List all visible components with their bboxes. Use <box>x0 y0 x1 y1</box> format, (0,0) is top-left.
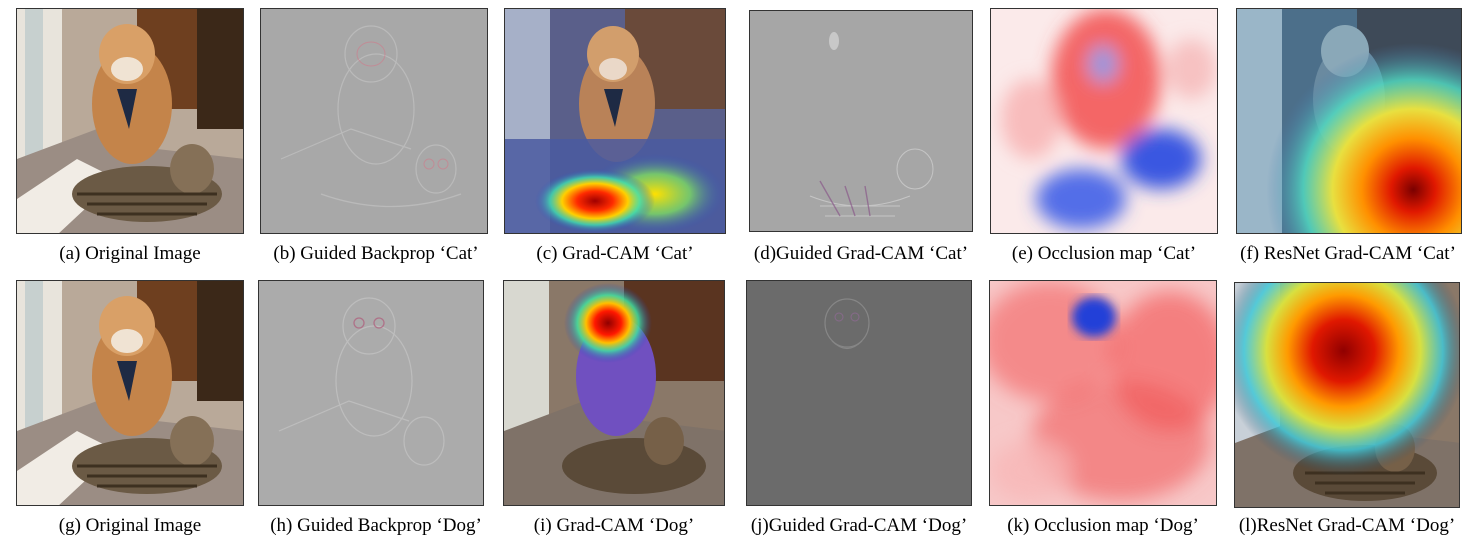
caption-h: (h) Guided Backprop ‘Dog’ <box>270 515 482 536</box>
guided-grad-cam-cat-map <box>749 10 973 232</box>
caption-b: (b) Guided Backprop ‘Cat’ <box>273 243 479 264</box>
resnet-grad-cam-cat-map <box>1236 8 1462 234</box>
guided-backprop-cat-map <box>260 8 488 234</box>
caption-d: (d)Guided Grad-CAM ‘Cat’ <box>753 243 969 264</box>
caption-g: (g) Original Image <box>58 515 202 536</box>
caption-l: (l)ResNet Grad-CAM ‘Dog’ <box>1238 515 1456 536</box>
original-image-cat-dog-2 <box>16 280 244 506</box>
caption-i: (i) Grad-CAM ‘Dog’ <box>533 515 695 536</box>
occlusion-map-dog <box>989 280 1217 506</box>
guided-backprop-dog-map <box>258 280 484 506</box>
original-image-cat-dog <box>16 8 244 234</box>
caption-k: (k) Occlusion map ‘Dog’ <box>1007 515 1199 536</box>
guided-grad-cam-dog-map <box>746 280 972 506</box>
caption-f: (f) ResNet Grad-CAM ‘Cat’ <box>1240 243 1456 264</box>
caption-e: (e) Occlusion map ‘Cat’ <box>1011 243 1197 264</box>
caption-c: (c) Grad-CAM ‘Cat’ <box>536 243 694 264</box>
caption-j: (j)Guided Grad-CAM ‘Dog’ <box>750 515 968 536</box>
occlusion-map-cat <box>990 8 1218 234</box>
resnet-grad-cam-dog-map <box>1234 282 1460 508</box>
grad-cam-cat-map <box>504 8 726 234</box>
caption-a: (a) Original Image <box>59 243 201 264</box>
grad-cam-dog-map <box>503 280 725 506</box>
